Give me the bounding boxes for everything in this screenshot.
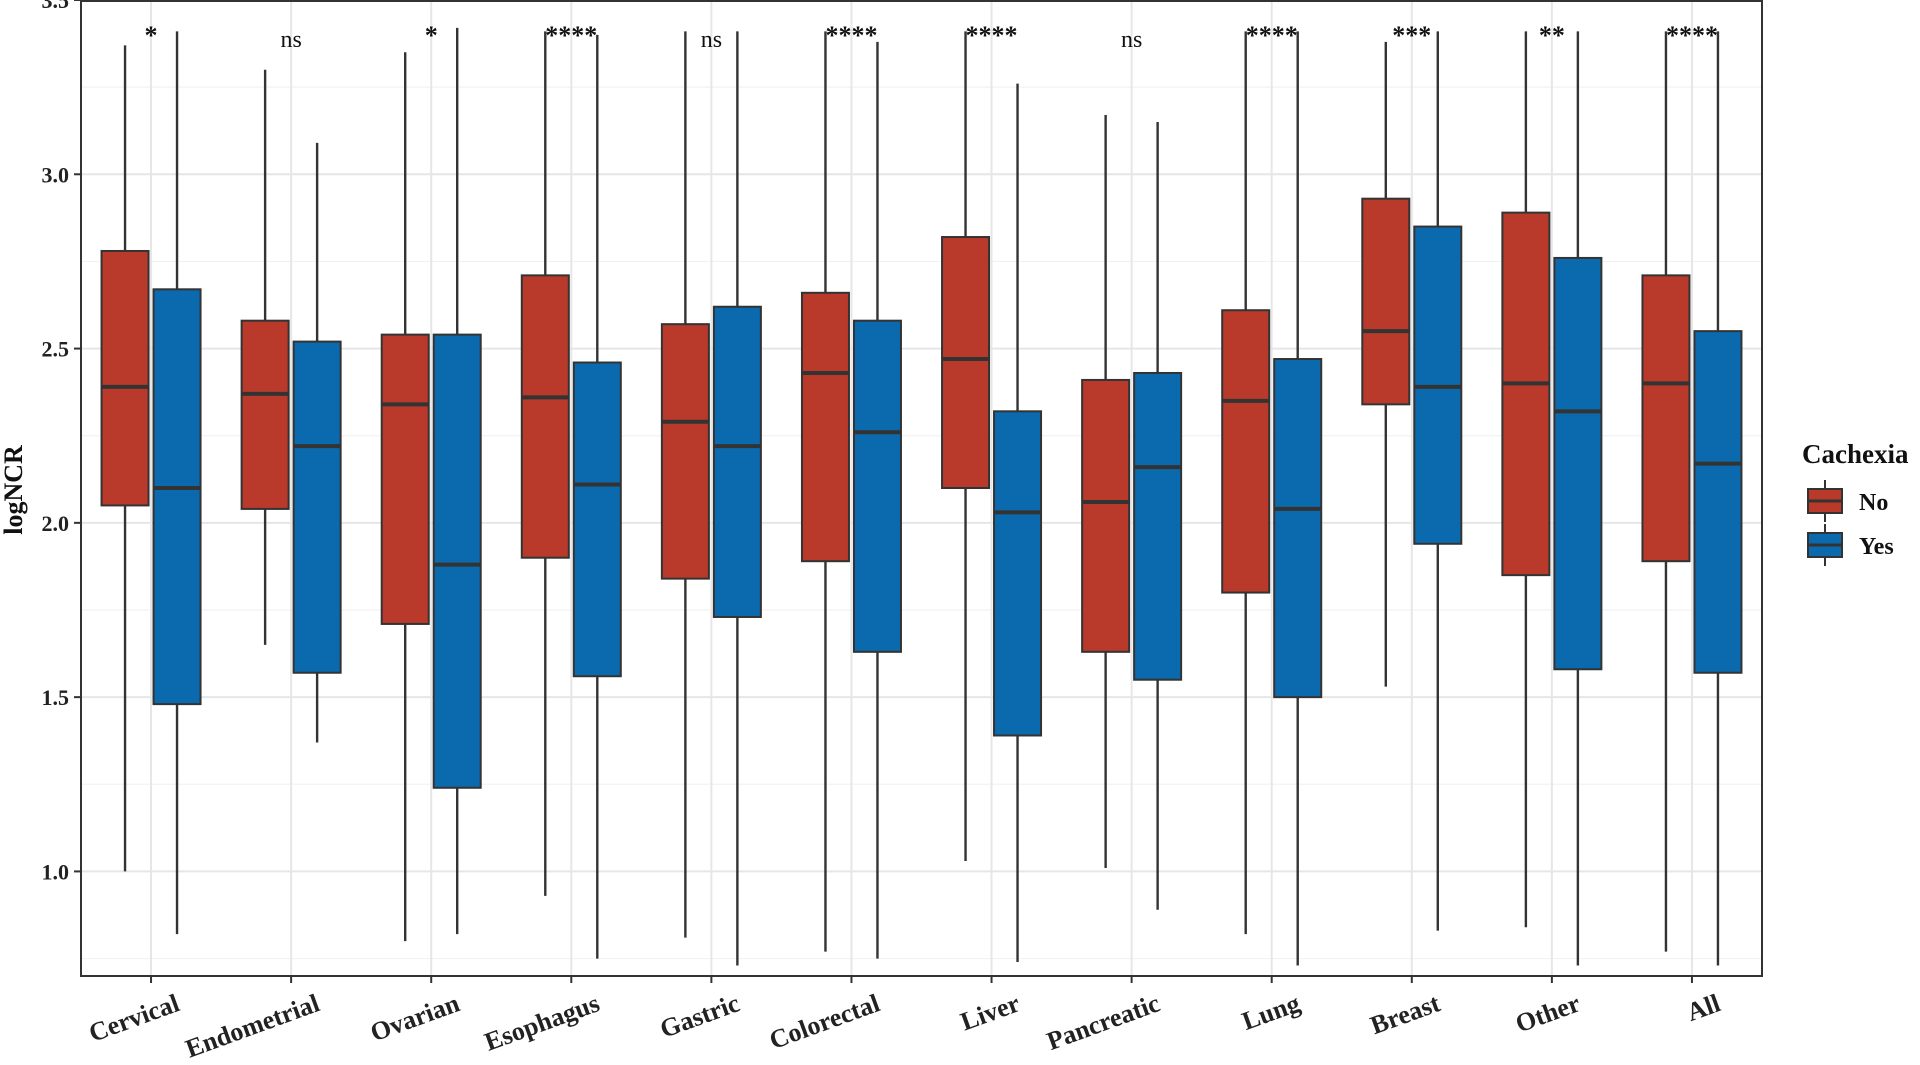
box-iqr xyxy=(240,319,290,510)
y-tick-label: 2.0 xyxy=(42,511,70,536)
box-no-ovarian xyxy=(380,52,430,942)
significance-label-lung: **** xyxy=(1246,21,1298,50)
box-no-gastric xyxy=(660,31,710,938)
significance-label-other: ** xyxy=(1539,21,1565,50)
significance-label-all: **** xyxy=(1666,21,1718,50)
box-iqr xyxy=(800,291,850,563)
box-no-lung xyxy=(1221,31,1271,935)
box-layer xyxy=(100,27,1743,966)
significance-label-colorectal: **** xyxy=(825,21,877,50)
significance-label-gastric: ns xyxy=(701,27,722,53)
box-no-pancreatic xyxy=(1081,115,1131,868)
box-iqr xyxy=(1553,256,1603,671)
legend-item-yes: Yes xyxy=(1807,524,1894,566)
panel-border xyxy=(80,0,1763,977)
box-yes-pancreatic xyxy=(1133,122,1183,910)
box-iqr xyxy=(1501,211,1551,577)
significance-label-esophagus: **** xyxy=(545,21,597,50)
legend-title: Cachexia xyxy=(1802,439,1909,469)
box-no-breast xyxy=(1361,41,1411,687)
significance-label-liver: **** xyxy=(966,21,1018,50)
box-iqr xyxy=(1081,378,1131,653)
box-iqr xyxy=(292,340,342,674)
box-iqr xyxy=(1641,274,1691,563)
y-axis-title: logNCR xyxy=(0,445,28,535)
box-no-esophagus xyxy=(520,31,570,896)
box-iqr xyxy=(520,274,570,559)
y-axis-ticks: 1.0 1.5 2.0 2.5 3.0 3.5 xyxy=(42,0,81,884)
box-no-cervical xyxy=(100,45,150,872)
box-yes-colorectal xyxy=(852,41,902,959)
box-iqr xyxy=(432,333,482,789)
grid-layer xyxy=(81,0,1762,976)
y-tick-label: 2.5 xyxy=(42,337,70,362)
box-iqr xyxy=(941,236,991,489)
box-no-colorectal xyxy=(800,31,850,952)
significance-label-breast: *** xyxy=(1392,21,1431,50)
box-yes-cervical xyxy=(152,31,202,935)
box-no-endometrial xyxy=(240,69,290,645)
significance-label-cervical: * xyxy=(145,21,158,50)
significance-labels: * ns * **** ns **** **** ns **** *** ** **** xyxy=(145,21,1718,53)
box-yes-all xyxy=(1693,31,1743,966)
legend-label-yes: Yes xyxy=(1859,534,1894,560)
box-iqr xyxy=(1693,330,1743,674)
box-yes-breast xyxy=(1413,31,1463,931)
significance-label-pancreatic: ns xyxy=(1121,27,1142,53)
y-tick-label: 1.5 xyxy=(42,685,70,710)
box-yes-esophagus xyxy=(572,34,622,959)
y-tick-label: 3.0 xyxy=(42,162,70,187)
box-yes-lung xyxy=(1273,31,1323,966)
box-no-liver xyxy=(941,31,991,861)
box-iqr xyxy=(852,319,902,653)
significance-label-ovarian: * xyxy=(425,21,438,50)
box-yes-liver xyxy=(993,83,1043,963)
significance-label-endometrial: ns xyxy=(280,27,301,53)
y-tick-label: 1.0 xyxy=(42,859,70,884)
legend: Cachexia No Yes xyxy=(1802,439,1909,566)
box-yes-ovarian xyxy=(432,27,482,935)
box-yes-other xyxy=(1553,31,1603,966)
legend-item-no: No xyxy=(1807,480,1888,522)
box-no-all xyxy=(1641,31,1691,952)
box-yes-gastric xyxy=(712,31,762,966)
box-iqr xyxy=(380,333,430,625)
box-iqr xyxy=(152,288,202,706)
box-iqr xyxy=(660,323,710,580)
box-iqr xyxy=(100,249,150,507)
box-iqr xyxy=(1273,358,1323,699)
box-iqr xyxy=(712,305,762,618)
box-iqr xyxy=(993,410,1043,737)
legend-label-no: No xyxy=(1859,490,1888,516)
box-iqr xyxy=(1361,197,1411,406)
box-iqr xyxy=(572,361,622,678)
box-yes-endometrial xyxy=(292,142,342,743)
box-no-other xyxy=(1501,31,1551,928)
y-tick-label: 3.5 xyxy=(42,0,70,13)
box-iqr xyxy=(1221,309,1271,594)
box-iqr xyxy=(1133,371,1183,681)
